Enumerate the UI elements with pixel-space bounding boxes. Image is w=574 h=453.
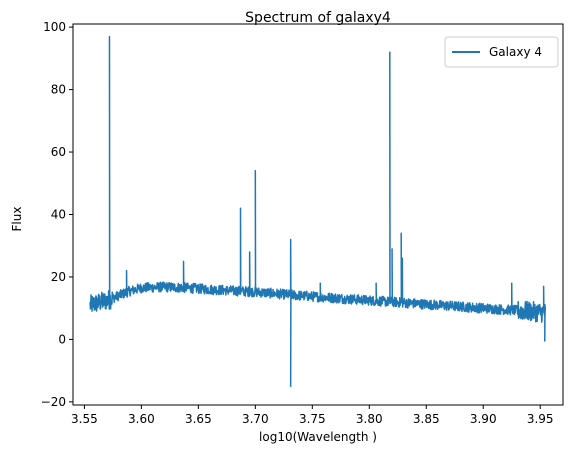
legend-box — [444, 36, 559, 68]
x-tick-label: 3.70 — [242, 412, 269, 426]
y-axis-ticks: −20 0 20 40 60 80 100 — [41, 20, 73, 409]
y-tick-label: −20 — [41, 395, 66, 409]
x-tick-label: 3.55 — [71, 412, 98, 426]
x-axis-label: log10(Wavelength ) — [259, 430, 377, 444]
series-line-galaxy-4 — [89, 35, 547, 388]
y-tick-label: 60 — [51, 145, 66, 159]
x-tick-label: 3.90 — [470, 412, 497, 426]
plot-area — [89, 35, 547, 388]
y-tick-label: 20 — [51, 270, 66, 284]
y-tick-label: 0 — [58, 332, 66, 346]
x-tick-label: 3.85 — [413, 412, 440, 426]
legend: Galaxy 4 — [444, 36, 559, 68]
x-tick-label: 3.95 — [527, 412, 554, 426]
x-axis-ticks: 3.55 3.60 3.65 3.70 3.75 3.80 3.85 3.90 3.95 — [71, 405, 554, 426]
x-tick-label: 3.65 — [185, 412, 212, 426]
y-tick-label: 80 — [51, 83, 66, 97]
x-tick-label: 3.60 — [128, 412, 155, 426]
y-tick-label: 100 — [43, 20, 66, 34]
y-tick-label: 40 — [51, 208, 66, 222]
x-tick-label: 3.80 — [356, 412, 383, 426]
chart-title: Spectrum of galaxy4 — [245, 10, 391, 26]
x-tick-label: 3.75 — [299, 412, 326, 426]
y-axis-label: Flux — [10, 207, 24, 232]
legend-label: Galaxy 4 — [489, 45, 542, 59]
plot-frame — [72, 23, 564, 406]
